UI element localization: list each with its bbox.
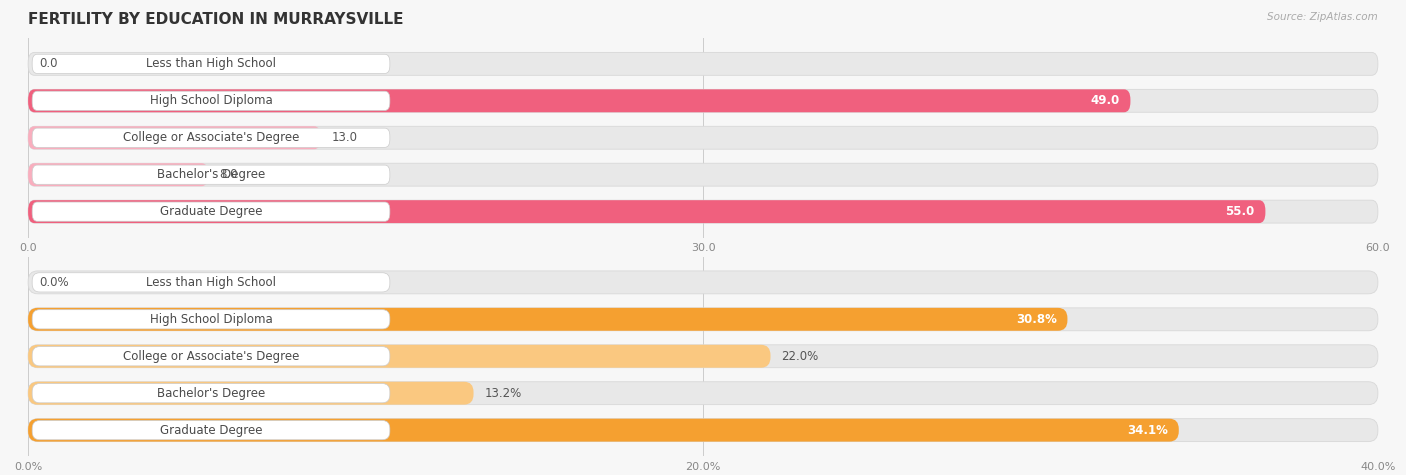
Text: Source: ZipAtlas.com: Source: ZipAtlas.com (1267, 12, 1378, 22)
Text: Less than High School: Less than High School (146, 57, 276, 70)
FancyBboxPatch shape (28, 52, 1378, 76)
Text: Graduate Degree: Graduate Degree (160, 205, 263, 218)
Text: 8.0: 8.0 (219, 168, 238, 181)
FancyBboxPatch shape (28, 418, 1178, 442)
FancyBboxPatch shape (32, 420, 389, 440)
Text: 34.1%: 34.1% (1128, 424, 1168, 437)
FancyBboxPatch shape (28, 163, 1378, 186)
Text: Bachelor's Degree: Bachelor's Degree (157, 168, 266, 181)
Text: 22.0%: 22.0% (782, 350, 818, 363)
Text: 49.0: 49.0 (1091, 95, 1119, 107)
FancyBboxPatch shape (32, 128, 389, 147)
FancyBboxPatch shape (28, 89, 1130, 112)
Text: FERTILITY BY EDUCATION IN MURRAYSVILLE: FERTILITY BY EDUCATION IN MURRAYSVILLE (28, 12, 404, 27)
FancyBboxPatch shape (28, 345, 1378, 368)
FancyBboxPatch shape (32, 202, 389, 221)
Text: High School Diploma: High School Diploma (149, 95, 273, 107)
FancyBboxPatch shape (32, 165, 389, 184)
FancyBboxPatch shape (28, 163, 208, 186)
FancyBboxPatch shape (32, 310, 389, 329)
Text: College or Associate's Degree: College or Associate's Degree (122, 131, 299, 144)
FancyBboxPatch shape (32, 54, 389, 74)
Text: College or Associate's Degree: College or Associate's Degree (122, 350, 299, 363)
Text: 0.0: 0.0 (39, 57, 58, 70)
FancyBboxPatch shape (32, 347, 389, 366)
Text: 13.0: 13.0 (332, 131, 357, 144)
FancyBboxPatch shape (28, 382, 1378, 405)
FancyBboxPatch shape (28, 200, 1265, 223)
Text: 0.0%: 0.0% (39, 276, 69, 289)
Text: 13.2%: 13.2% (484, 387, 522, 399)
FancyBboxPatch shape (28, 308, 1378, 331)
FancyBboxPatch shape (28, 308, 1067, 331)
FancyBboxPatch shape (28, 418, 1378, 442)
FancyBboxPatch shape (28, 271, 1378, 294)
FancyBboxPatch shape (28, 126, 321, 149)
FancyBboxPatch shape (28, 345, 770, 368)
FancyBboxPatch shape (32, 384, 389, 403)
FancyBboxPatch shape (32, 273, 389, 292)
FancyBboxPatch shape (28, 89, 1378, 112)
FancyBboxPatch shape (28, 382, 474, 405)
Text: High School Diploma: High School Diploma (149, 313, 273, 326)
FancyBboxPatch shape (28, 126, 1378, 149)
Text: 55.0: 55.0 (1226, 205, 1254, 218)
Text: 30.8%: 30.8% (1015, 313, 1057, 326)
FancyBboxPatch shape (28, 200, 1378, 223)
Text: Bachelor's Degree: Bachelor's Degree (157, 387, 266, 399)
Text: Graduate Degree: Graduate Degree (160, 424, 263, 437)
FancyBboxPatch shape (32, 91, 389, 110)
Text: Less than High School: Less than High School (146, 276, 276, 289)
